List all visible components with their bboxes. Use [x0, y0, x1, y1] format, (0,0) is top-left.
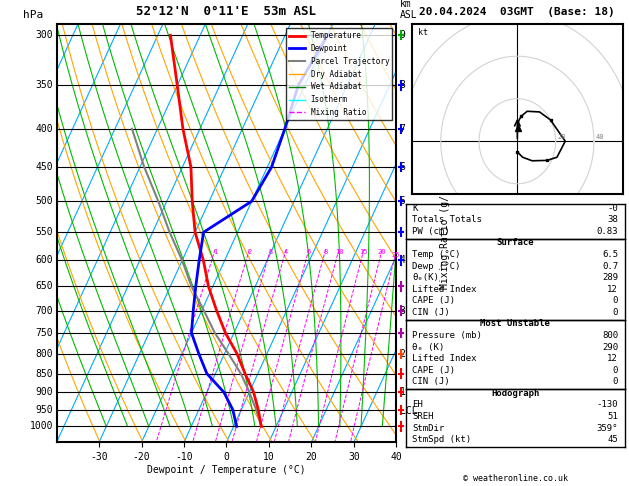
Text: 500: 500	[36, 196, 53, 206]
Text: 750: 750	[36, 328, 53, 338]
Text: Lifted Index: Lifted Index	[412, 354, 477, 363]
Text: 4: 4	[284, 249, 288, 256]
Text: 20.04.2024  03GMT  (Base: 18): 20.04.2024 03GMT (Base: 18)	[420, 7, 615, 17]
X-axis label: Dewpoint / Temperature (°C): Dewpoint / Temperature (°C)	[147, 465, 306, 475]
Text: 0: 0	[613, 296, 618, 305]
Text: PW (cm): PW (cm)	[412, 227, 450, 236]
Text: 300: 300	[36, 30, 53, 40]
Text: Temp (°C): Temp (°C)	[412, 250, 460, 259]
Text: 9: 9	[399, 30, 406, 40]
Text: CIN (J): CIN (J)	[412, 377, 450, 386]
Text: 7: 7	[399, 124, 406, 134]
Text: Surface: Surface	[496, 239, 534, 247]
Text: Mixing Ratio (g/kg): Mixing Ratio (g/kg)	[440, 177, 450, 289]
Text: 2: 2	[247, 249, 252, 256]
Text: 3: 3	[399, 306, 406, 315]
Text: 0: 0	[613, 308, 618, 317]
Text: -0: -0	[607, 204, 618, 213]
Text: 6.5: 6.5	[602, 250, 618, 259]
Text: 0: 0	[613, 377, 618, 386]
Text: 10: 10	[335, 249, 343, 256]
Text: Pressure (mb): Pressure (mb)	[412, 331, 482, 340]
Text: 15: 15	[360, 249, 368, 256]
Text: 8: 8	[323, 249, 328, 256]
Text: -130: -130	[596, 400, 618, 409]
Text: CAPE (J): CAPE (J)	[412, 365, 455, 375]
Text: 950: 950	[36, 405, 53, 415]
Text: 359°: 359°	[596, 423, 618, 433]
Text: 1: 1	[399, 387, 406, 397]
Text: K: K	[412, 204, 418, 213]
Text: 900: 900	[36, 387, 53, 397]
Text: SREH: SREH	[412, 412, 434, 421]
Text: Dewp (°C): Dewp (°C)	[412, 261, 460, 271]
Text: 45: 45	[607, 435, 618, 444]
Text: 290: 290	[602, 343, 618, 351]
Text: Most Unstable: Most Unstable	[480, 319, 550, 329]
Text: 25: 25	[392, 252, 400, 258]
Text: Totals Totals: Totals Totals	[412, 215, 482, 224]
Text: 52°12'N  0°11'E  53m ASL: 52°12'N 0°11'E 53m ASL	[136, 4, 316, 17]
Text: EH: EH	[412, 400, 423, 409]
Text: 350: 350	[36, 80, 53, 90]
Text: θₑ(K): θₑ(K)	[412, 273, 439, 282]
Text: Hodograph: Hodograph	[491, 389, 539, 398]
Text: © weatheronline.co.uk: © weatheronline.co.uk	[464, 474, 568, 483]
Text: LCL: LCL	[399, 406, 417, 417]
Text: 8: 8	[399, 80, 406, 90]
Text: 1000: 1000	[30, 421, 53, 432]
Text: 450: 450	[36, 162, 53, 172]
Text: 800: 800	[602, 331, 618, 340]
Text: CAPE (J): CAPE (J)	[412, 296, 455, 305]
Text: kt: kt	[418, 28, 428, 37]
Text: 20: 20	[378, 249, 386, 256]
Text: 850: 850	[36, 368, 53, 379]
Text: hPa: hPa	[23, 10, 43, 20]
Text: 3: 3	[269, 249, 272, 256]
Text: 12: 12	[607, 285, 618, 294]
Text: 800: 800	[36, 349, 53, 359]
Text: Lifted Index: Lifted Index	[412, 285, 477, 294]
Text: 40: 40	[596, 134, 604, 140]
Text: 650: 650	[36, 281, 53, 292]
Text: 550: 550	[36, 227, 53, 237]
Text: 12: 12	[607, 354, 618, 363]
Text: θₑ (K): θₑ (K)	[412, 343, 445, 351]
Text: CIN (J): CIN (J)	[412, 308, 450, 317]
Text: 0.83: 0.83	[596, 227, 618, 236]
Text: 1: 1	[213, 249, 217, 256]
Text: 2: 2	[399, 349, 406, 359]
Text: 6: 6	[307, 249, 311, 256]
Text: 700: 700	[36, 306, 53, 315]
Text: 38: 38	[607, 215, 618, 224]
Text: StmDir: StmDir	[412, 423, 445, 433]
Text: 4: 4	[399, 256, 406, 265]
Text: 289: 289	[602, 273, 618, 282]
Text: 0.7: 0.7	[602, 261, 618, 271]
Text: 6: 6	[399, 162, 406, 172]
Text: StmSpd (kt): StmSpd (kt)	[412, 435, 471, 444]
Text: 51: 51	[607, 412, 618, 421]
Text: 600: 600	[36, 256, 53, 265]
Legend: Temperature, Dewpoint, Parcel Trajectory, Dry Adiabat, Wet Adiabat, Isotherm, Mi: Temperature, Dewpoint, Parcel Trajectory…	[286, 28, 392, 120]
Text: 0: 0	[613, 365, 618, 375]
Text: 400: 400	[36, 124, 53, 134]
Text: 5: 5	[399, 196, 406, 206]
Text: km
ASL: km ASL	[399, 0, 417, 20]
Text: 20: 20	[557, 134, 566, 140]
